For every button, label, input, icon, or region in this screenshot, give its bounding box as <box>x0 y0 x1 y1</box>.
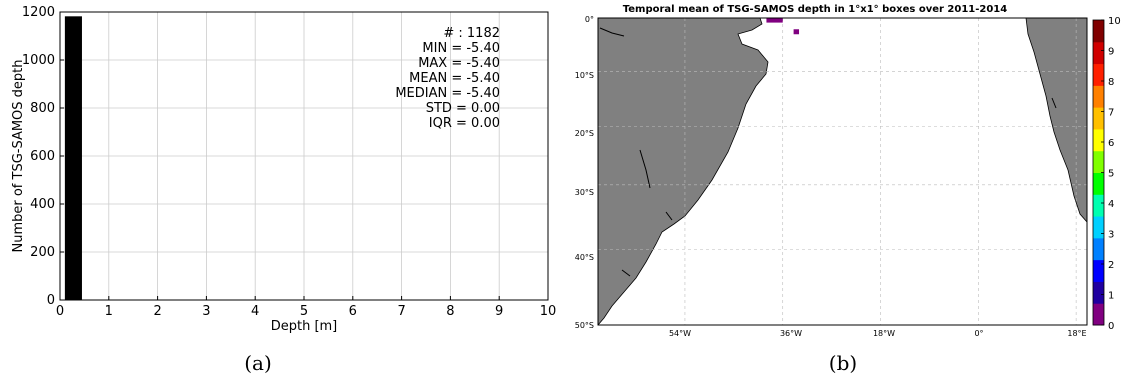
africa-landmass <box>1025 18 1087 223</box>
colorbar-segment <box>1093 194 1104 217</box>
colorbar-segments <box>1093 20 1104 326</box>
x-tick-label: 8 <box>446 304 454 319</box>
lon-label: 18°E <box>1067 329 1086 338</box>
x-tick-label: 9 <box>495 304 503 319</box>
histogram-y-axis-label: Number of TSG-SAMOS depth <box>11 59 26 252</box>
y-tick-label: 200 <box>30 245 55 260</box>
lon-label: 36°W <box>780 329 802 338</box>
x-tick-label: 2 <box>153 304 161 319</box>
x-tick-label: 5 <box>300 304 308 319</box>
colorbar-tick-label: 6 <box>1108 138 1114 149</box>
x-tick-label: 0 <box>56 304 64 319</box>
colorbar-tick-label: 7 <box>1108 108 1114 119</box>
map-frame <box>597 17 1088 326</box>
caption-b: (b) <box>829 351 857 375</box>
colorbar-ticks: 0 1 2 3 4 5 6 7 8 9 10 <box>1101 16 1121 332</box>
colorbar-segment <box>1093 63 1104 86</box>
y-tick-label: 1200 <box>22 5 55 20</box>
colorbar-tick-label: 1 <box>1108 291 1114 302</box>
coastline-details <box>599 27 1057 277</box>
x-tick-label: 1 <box>105 304 113 319</box>
colorbar-segment <box>1093 216 1104 239</box>
colorbar-tick-label: 0 <box>1108 321 1114 332</box>
map-title: Temporal mean of TSG-SAMOS depth in 1°x1… <box>623 4 1008 15</box>
data-cell <box>766 18 783 23</box>
colorbar-tick-label: 2 <box>1108 260 1114 271</box>
colorbar-tick-label: 4 <box>1108 199 1114 210</box>
lat-label: 0° <box>585 15 594 24</box>
x-tick-label: 6 <box>349 304 357 319</box>
histogram-bar <box>64 16 82 300</box>
lon-label: 18°W <box>873 329 895 338</box>
colorbar-segment <box>1093 107 1104 130</box>
histogram-panel: 0 1 2 3 4 5 6 7 8 9 10 0 200 400 600 800 1000 1200 Depth… <box>11 5 556 375</box>
map-data-cells <box>766 18 800 35</box>
x-tick-label: 10 <box>540 304 557 319</box>
colorbar-tick-label: 9 <box>1108 47 1114 58</box>
stat-max: MAX = -5.40 <box>418 56 500 71</box>
y-tick-label: 1000 <box>22 53 55 68</box>
y-tick-label: 400 <box>30 197 55 212</box>
y-tick-label: 600 <box>30 149 55 164</box>
stat-iqr: IQR = 0.00 <box>429 116 500 131</box>
colorbar-segment <box>1093 85 1104 108</box>
histogram-y-ticks: 0 200 400 600 800 1000 1200 <box>22 5 64 308</box>
stat-std: STD = 0.00 <box>426 101 500 116</box>
stat-count: # : 1182 <box>443 26 500 41</box>
x-tick-label: 7 <box>397 304 405 319</box>
lon-label: 0° <box>974 329 983 338</box>
colorbar: 0 1 2 3 4 5 6 7 8 9 10 <box>1092 16 1121 332</box>
histogram-bars <box>64 16 82 300</box>
south-america-landmass <box>598 18 769 325</box>
colorbar-segment <box>1093 128 1104 152</box>
map-panel: Temporal mean of TSG-SAMOS depth in 1°x1… <box>575 4 1121 375</box>
lat-label: 40°S <box>575 253 594 262</box>
lat-label: 10°S <box>575 71 594 80</box>
colorbar-segment <box>1093 281 1104 304</box>
colorbar-tick-label: 5 <box>1108 169 1114 180</box>
data-cell <box>793 29 800 35</box>
latitude-labels: 0° 10°S 20°S 30°S 40°S 50°S <box>575 15 594 330</box>
stat-min: MIN = -5.40 <box>422 41 500 56</box>
colorbar-segment <box>1093 20 1104 43</box>
colorbar-segment <box>1093 303 1104 326</box>
histogram-x-axis-label: Depth [m] <box>271 319 338 334</box>
colorbar-tick-label: 8 <box>1108 77 1114 88</box>
histogram-x-ticks: 0 1 2 3 4 5 6 7 8 9 10 <box>56 296 556 319</box>
stat-mean: MEAN = -5.40 <box>409 71 500 86</box>
colorbar-segment <box>1093 259 1104 282</box>
colorbar-tick-label: 10 <box>1108 16 1121 27</box>
lat-label: 20°S <box>575 129 594 138</box>
stat-median: MEDIAN = -5.40 <box>395 86 500 101</box>
longitude-labels: 54°W 36°W 18°W 0° 18°E <box>669 329 1087 338</box>
stats-box: # : 1182 MIN = -5.40 MAX = -5.40 MEAN = … <box>395 26 500 131</box>
colorbar-segment <box>1093 172 1104 195</box>
colorbar-segment <box>1093 237 1104 261</box>
caption-a: (a) <box>244 351 272 375</box>
colorbar-segment <box>1093 150 1104 173</box>
y-tick-label: 0 <box>47 293 55 308</box>
colorbar-segment <box>1093 41 1104 65</box>
y-tick-label: 800 <box>30 101 55 116</box>
x-tick-label: 3 <box>202 304 210 319</box>
x-tick-label: 4 <box>251 304 259 319</box>
lat-label: 30°S <box>575 188 594 197</box>
colorbar-tick-label: 3 <box>1108 230 1114 241</box>
lat-label: 50°S <box>575 321 594 330</box>
lon-label: 54°W <box>669 329 691 338</box>
